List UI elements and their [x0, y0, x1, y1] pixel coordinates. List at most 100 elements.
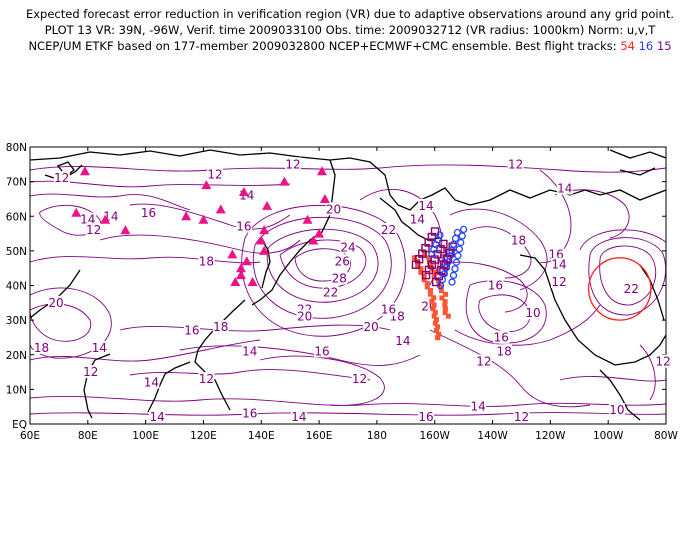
track-54-point [436, 331, 442, 337]
track-54-point [428, 288, 434, 294]
contour-label-bg [548, 247, 565, 261]
observation-site-triangle [198, 214, 209, 224]
contour-label: 14 [470, 400, 485, 414]
contour-label: 22 [624, 282, 639, 296]
observation-site-triangle [262, 200, 273, 210]
track-54-point [433, 328, 439, 334]
contour-label: 20 [363, 320, 378, 334]
lon-label: 80W [654, 430, 678, 442]
contour-label: 16 [141, 206, 156, 220]
track-15-label: 15 [656, 39, 672, 53]
track-54-point [421, 277, 427, 283]
contour-label: 12 [285, 157, 300, 171]
contour-label-bg [608, 403, 625, 417]
track-54-point [442, 306, 448, 312]
track-54-point [438, 288, 444, 294]
contour-label-bg [85, 223, 102, 237]
contour-label: 20 [326, 202, 341, 216]
contour-label-bg [79, 212, 96, 226]
observation-site-triangle [215, 204, 226, 214]
contour-label-bg [322, 285, 339, 299]
track-54-point [439, 295, 445, 301]
contour-label: 12 [508, 157, 523, 171]
flight-track-54 [411, 251, 451, 341]
track-54-point [429, 298, 435, 304]
track-16-point [452, 258, 461, 266]
contour-label: 16 [488, 279, 503, 293]
contour-label: 14 [410, 213, 425, 227]
track-54-point [432, 320, 438, 326]
contour-label-bg [82, 365, 99, 379]
contour-label: 12 [476, 355, 491, 369]
contour-label-bg [418, 410, 435, 424]
observation-site-triangle [314, 228, 325, 238]
contour-lines [30, 164, 666, 416]
verification-region-circle [587, 257, 652, 321]
observation-sites [71, 166, 330, 287]
track-54-point [431, 313, 437, 319]
contour-label: 16 [236, 220, 251, 234]
track-16-point [454, 252, 462, 260]
flight-track-16 [428, 225, 468, 290]
header-line-1: Expected forecast error reduction in ver… [25, 7, 675, 21]
contour-label-bg [493, 330, 510, 344]
lat-label: EQ [12, 419, 27, 431]
lon-label: 180 [367, 430, 387, 442]
track-16-point [458, 232, 466, 240]
lon-label: 160E [306, 430, 333, 442]
contour-label: 12 [514, 410, 529, 424]
flight-tracks [411, 225, 468, 341]
lat-label: 80N [6, 142, 27, 154]
contour-label-bg [290, 410, 307, 424]
lat-label: 30N [6, 315, 27, 327]
contour-label: 16 [314, 344, 329, 358]
track-54-point [442, 310, 448, 316]
contour-label-bg [623, 281, 640, 295]
header-line-3: NCEP/UM ETKF based on 177-member 2009032… [0, 38, 700, 54]
lon-label: 140W [477, 430, 508, 442]
latitude-labels: EQ 10N 20N 30N 40N 50N 60N 70N 80N [6, 142, 27, 431]
contour-label: 14 [395, 334, 410, 348]
observation-site-triangle [230, 277, 241, 287]
track-54-point [431, 295, 437, 301]
contour-label-bg [470, 399, 487, 413]
contour-label-bg [331, 271, 348, 285]
contour-label-bg [48, 295, 65, 309]
observation-site-triangle [259, 245, 270, 255]
contour-label: 12 [551, 275, 566, 289]
contour-label: 16 [418, 410, 433, 424]
track-54-point [445, 313, 451, 319]
observation-site-triangle [120, 225, 131, 235]
observation-site-triangle [236, 263, 247, 273]
track-54-point [426, 255, 432, 261]
contour-label: 14 [150, 410, 165, 424]
track-54-point [411, 255, 417, 261]
observation-site-triangle [316, 166, 327, 176]
contour-label: 18 [34, 341, 49, 355]
coastlines [30, 149, 666, 421]
contour-label: 12 [655, 355, 670, 369]
contour-label-bg [496, 344, 513, 358]
track-16-point [449, 271, 458, 280]
contour-label-bg [363, 320, 380, 334]
track-15-point [441, 261, 450, 270]
contour-label-bg [143, 375, 160, 389]
contour-label: 20 [48, 296, 63, 310]
contour-label: 16 [242, 407, 257, 421]
track-54-point [418, 266, 424, 272]
track-54-point [421, 273, 427, 279]
contour-label: 18 [213, 320, 228, 334]
observation-site-triangle [238, 187, 249, 197]
contour-label: 10 [525, 306, 540, 320]
contour-label-bg [418, 198, 435, 212]
contour-label-bg [241, 344, 258, 358]
observation-site-triangle [241, 256, 252, 266]
longitude-labels: 60E 80E 100E 120E 140E 160E 180 160W 140W 120W 100… [20, 430, 678, 442]
track-15-point [430, 227, 440, 236]
track-54-point [443, 291, 449, 297]
contour-label-bg [525, 306, 542, 320]
contour-label: 14 [557, 182, 572, 196]
track-16-point [457, 238, 465, 247]
track-54-point [431, 273, 437, 279]
contour-label-bg [556, 181, 573, 195]
